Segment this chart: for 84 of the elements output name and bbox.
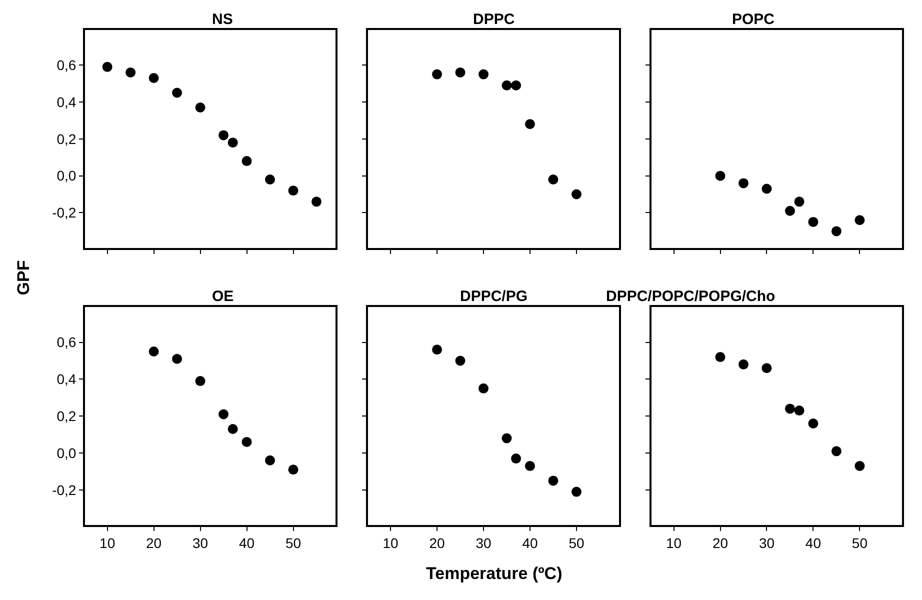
point (794, 406, 804, 416)
chart-title: POPC (732, 11, 775, 28)
y-tick-label: -0,2 (52, 482, 76, 498)
point (195, 376, 206, 386)
point (478, 383, 489, 394)
point (478, 69, 489, 80)
point (571, 189, 582, 200)
point (794, 196, 804, 207)
y-tick-label: 0,6 (56, 334, 76, 350)
point (715, 170, 726, 181)
x-tick-label: 10 (100, 534, 116, 551)
y-tick-label: -0,2 (52, 204, 76, 221)
x-tick-label: 30 (758, 534, 775, 551)
point (148, 346, 159, 356)
point (762, 363, 772, 374)
y-axis-title: GPF (14, 260, 34, 296)
chart-title: DPPC/POPC/POPG/Cho (606, 288, 776, 305)
x-axis-title: Temperature (ºC) (426, 564, 562, 583)
y-tick-label: 0,0 (56, 168, 76, 184)
point (172, 354, 182, 364)
point (854, 460, 865, 471)
chart-title: NS (212, 11, 233, 28)
y-tick-label: 0,2 (56, 130, 76, 147)
point (502, 433, 512, 444)
y-tick-label: 0,4 (56, 94, 76, 110)
point (784, 206, 795, 216)
point (808, 418, 818, 428)
chart-title: DPPC (473, 11, 515, 28)
y-tick-label: 0,0 (56, 444, 76, 461)
point (432, 69, 442, 80)
x-tick-label: 40 (522, 534, 538, 551)
x-tick-label: 50 (285, 534, 302, 551)
point (854, 215, 865, 226)
point (784, 404, 795, 414)
point (548, 174, 558, 185)
point (265, 174, 275, 185)
y-tick-label: 0,2 (56, 408, 76, 424)
point (148, 72, 159, 83)
point (228, 424, 238, 434)
point (242, 436, 252, 447)
point (502, 80, 512, 90)
x-tick-label: 10 (382, 534, 399, 551)
point (831, 226, 842, 236)
point (524, 460, 535, 471)
point (195, 102, 206, 113)
point (715, 352, 726, 362)
x-tick-label: 40 (238, 534, 255, 551)
x-tick-label: 20 (712, 534, 728, 551)
point (228, 138, 238, 148)
x-tick-label: 50 (852, 534, 868, 551)
point (126, 67, 136, 78)
point (288, 464, 298, 475)
x-tick-label: 10 (666, 534, 682, 551)
chart-title: OE (212, 288, 234, 305)
x-tick-label: 30 (476, 534, 492, 551)
y-tick-label: 0,6 (56, 56, 76, 73)
point (311, 196, 322, 207)
point (511, 454, 522, 464)
point (738, 178, 748, 188)
point (548, 476, 558, 486)
point (455, 67, 466, 78)
x-tick-label: 30 (192, 534, 208, 551)
point (808, 216, 818, 227)
point (762, 184, 772, 194)
point (218, 409, 229, 420)
x-tick-label: 50 (568, 534, 584, 551)
point (432, 344, 442, 355)
point (218, 130, 229, 140)
point (242, 156, 252, 166)
y-tick-label: 0,4 (56, 371, 76, 388)
x-tick-label: 20 (146, 534, 162, 551)
point (524, 119, 535, 130)
x-tick-label: 20 (429, 534, 446, 551)
point (831, 446, 842, 456)
point (738, 359, 748, 370)
point (288, 186, 298, 196)
point (172, 88, 182, 98)
point (571, 486, 582, 497)
point (455, 356, 466, 366)
x-tick-label: 40 (805, 534, 822, 551)
point (265, 455, 275, 466)
point (102, 62, 112, 72)
point (511, 80, 522, 90)
chart-title: DPPC/PG (460, 288, 528, 305)
